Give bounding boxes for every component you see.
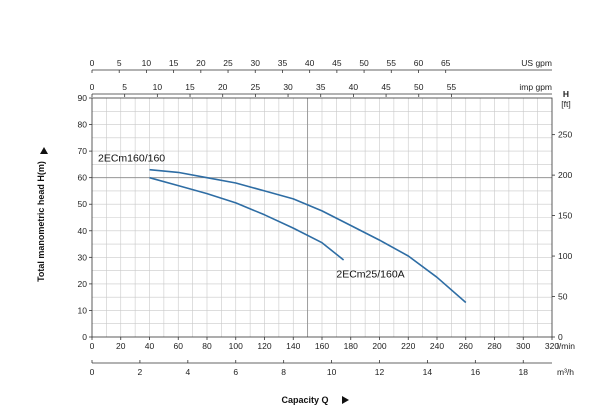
m3h-tick-label: 18 bbox=[519, 367, 529, 377]
imp-gpm-tick-label: 0 bbox=[90, 82, 95, 92]
imp-gpm-unit-label: imp gpm bbox=[519, 82, 552, 92]
x-tick-label: 20 bbox=[116, 341, 126, 351]
m3h-tick-label: 10 bbox=[327, 367, 337, 377]
us-gpm-tick-label: 45 bbox=[332, 58, 342, 68]
us-gpm-tick-label: 65 bbox=[441, 58, 451, 68]
y-tick-label: 90 bbox=[78, 93, 88, 103]
ft-tick-label: 100 bbox=[558, 251, 572, 261]
ft-unit-label: [ft] bbox=[561, 99, 570, 109]
y-tick-label: 40 bbox=[78, 226, 88, 236]
imp-gpm-tick-label: 30 bbox=[283, 82, 293, 92]
us-gpm-tick-label: 5 bbox=[117, 58, 122, 68]
imp-gpm-tick-label: 50 bbox=[414, 82, 424, 92]
ft-unit-label-h: H bbox=[563, 89, 569, 99]
imp-gpm-tick-label: 45 bbox=[381, 82, 391, 92]
y-axis-arrow-icon bbox=[40, 147, 48, 154]
m3h-tick-label: 8 bbox=[281, 367, 286, 377]
m3h-tick-label: 2 bbox=[138, 367, 143, 377]
us-gpm-tick-label: 50 bbox=[359, 58, 369, 68]
m3h-tick-label: 4 bbox=[185, 367, 190, 377]
us-gpm-unit-label: US gpm bbox=[521, 58, 552, 68]
x-tick-label: 140 bbox=[286, 341, 300, 351]
x-unit-label: l/min bbox=[557, 341, 575, 351]
series-label-2ecm25-160a: 2ECm25/160A bbox=[336, 268, 404, 280]
us-gpm-tick-label: 20 bbox=[196, 58, 206, 68]
us-gpm-tick-label: 35 bbox=[278, 58, 288, 68]
x-tick-label: 120 bbox=[257, 341, 271, 351]
m3h-tick-label: 14 bbox=[423, 367, 433, 377]
m3h-tick-label: 12 bbox=[375, 367, 385, 377]
series-line-0 bbox=[149, 168, 467, 304]
y-tick-label: 20 bbox=[78, 279, 88, 289]
grid bbox=[92, 98, 552, 337]
x-tick-label: 180 bbox=[344, 341, 358, 351]
imp-gpm-tick-label: 40 bbox=[349, 82, 359, 92]
x-tick-label: 100 bbox=[229, 341, 243, 351]
ft-tick-label: 0 bbox=[558, 332, 563, 342]
x-tick-label: 260 bbox=[459, 341, 473, 351]
y-tick-label: 60 bbox=[78, 173, 88, 183]
x-tick-label: 40 bbox=[145, 341, 155, 351]
imp-gpm-tick-label: 35 bbox=[316, 82, 326, 92]
y-tick-label: 0 bbox=[82, 332, 87, 342]
x-axis-title: Capacity Q bbox=[281, 395, 328, 405]
us-gpm-tick-label: 0 bbox=[90, 58, 95, 68]
m3h-tick-label: 6 bbox=[233, 367, 238, 377]
us-gpm-tick-label: 40 bbox=[305, 58, 315, 68]
x-tick-label: 80 bbox=[202, 341, 212, 351]
imp-gpm-tick-label: 5 bbox=[122, 82, 127, 92]
imp-gpm-tick-label: 20 bbox=[218, 82, 228, 92]
m3h-tick-label: 0 bbox=[90, 367, 95, 377]
ft-tick-label: 150 bbox=[558, 211, 572, 221]
series-line-1 bbox=[149, 176, 345, 261]
x-axis-arrow-icon bbox=[342, 396, 349, 404]
m3h-unit-label: m³/h bbox=[557, 367, 574, 377]
x-tick-label: 280 bbox=[487, 341, 501, 351]
us-gpm-tick-label: 55 bbox=[387, 58, 397, 68]
y-axis-title: Total manometric head H(m) bbox=[36, 161, 46, 282]
us-gpm-tick-label: 10 bbox=[142, 58, 152, 68]
ft-tick-label: 200 bbox=[558, 170, 572, 180]
x-tick-label: 240 bbox=[430, 341, 444, 351]
y-tick-label: 10 bbox=[78, 305, 88, 315]
imp-gpm-tick-label: 55 bbox=[447, 82, 457, 92]
us-gpm-tick-label: 30 bbox=[251, 58, 261, 68]
imp-gpm-tick-label: 15 bbox=[185, 82, 195, 92]
y-tick-label: 70 bbox=[78, 146, 88, 156]
series-label-2ecm160-160: 2ECm160/160 bbox=[98, 153, 165, 165]
x-tick-label: 160 bbox=[315, 341, 329, 351]
x-tick-label: 0 bbox=[90, 341, 95, 351]
y-tick-label: 80 bbox=[78, 120, 88, 130]
us-gpm-tick-label: 15 bbox=[169, 58, 179, 68]
x-tick-label: 220 bbox=[401, 341, 415, 351]
us-gpm-tick-label: 25 bbox=[223, 58, 233, 68]
m3h-tick-label: 16 bbox=[471, 367, 481, 377]
x-tick-label: 60 bbox=[174, 341, 184, 351]
us-gpm-tick-label: 60 bbox=[414, 58, 424, 68]
y-tick-label: 50 bbox=[78, 199, 88, 209]
imp-gpm-tick-label: 10 bbox=[153, 82, 163, 92]
x-tick-label: 320 bbox=[545, 341, 559, 351]
imp-gpm-tick-label: 25 bbox=[251, 82, 261, 92]
y-tick-label: 30 bbox=[78, 252, 88, 262]
series bbox=[149, 168, 467, 304]
ft-tick-label: 250 bbox=[558, 130, 572, 140]
x-tick-label: 300 bbox=[516, 341, 530, 351]
x-tick-label: 200 bbox=[372, 341, 386, 351]
ft-tick-label: 50 bbox=[558, 292, 568, 302]
